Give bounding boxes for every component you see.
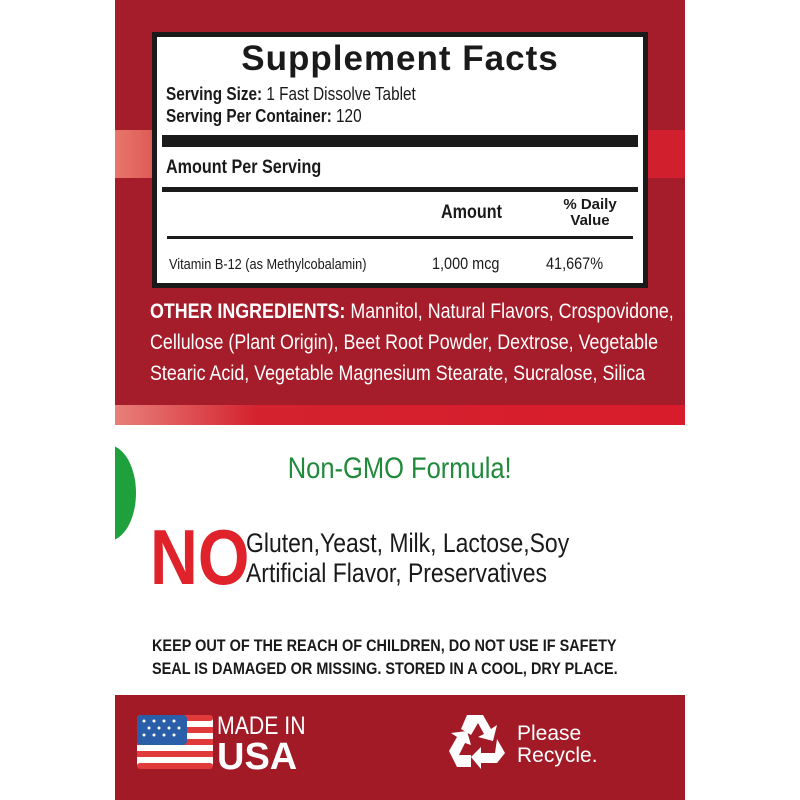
non-gmo-claim: Non-GMO Formula! [0, 452, 800, 486]
warning-text: SEAL IS DAMAGED OR MISSING. STORED IN A … [152, 659, 618, 678]
non-gmo-text: Non-GMO Formula! [288, 452, 512, 485]
col-daily-value: % Daily Value [555, 197, 625, 229]
warning-line: KEEP OUT OF THE REACH OF CHILDREN, DO NO… [152, 636, 699, 656]
accent-band [115, 405, 685, 425]
made-in-text: MADE IN [217, 712, 306, 740]
background [0, 430, 115, 560]
serving-size-label: Serving Size: [166, 84, 263, 104]
please-text: Please [517, 722, 582, 745]
nutrient-name: Vitamin B-12 (as Methylcobalamin) [169, 256, 401, 273]
nutrient-name-text: Vitamin B-12 (as Methylcobalamin) [169, 256, 367, 273]
col-amount-text: Amount [441, 202, 503, 223]
amount-per-serving: Amount Per Serving [166, 157, 349, 179]
warning-text: KEEP OUT OF THE REACH OF CHILDREN, DO NO… [152, 636, 617, 655]
label-footer: MADE IN USA Please Recycle. [115, 695, 685, 800]
no-text: NO [150, 513, 250, 601]
servings-per-container: Serving Per Container: 120 [166, 106, 396, 127]
serving-size-value: 1 Fast Dissolve Tablet [266, 84, 416, 104]
free-from-text: Gluten,Yeast, Milk, Lactose,Soy [246, 528, 570, 558]
recycle-text: Recycle. [517, 744, 598, 767]
nutrient-amount-text: 1,000 mcg [432, 254, 500, 273]
servings-label: Serving Per Container: [166, 106, 332, 126]
divider-thin [167, 236, 633, 239]
divider [162, 187, 638, 192]
col-dv-line1: % Daily [563, 196, 617, 213]
col-amount: Amount [441, 202, 513, 224]
ingredients-line: Mannitol, Natural Flavors, Crospovidone, [350, 300, 674, 323]
warning-line: SEAL IS DAMAGED OR MISSING. STORED IN A … [152, 659, 700, 679]
nutrient-dv: 41,667% [546, 254, 613, 274]
nutrient-dv-text: 41,667% [546, 254, 604, 273]
nutrient-amount: 1,000 mcg [432, 254, 511, 274]
recycle-icon [449, 715, 505, 769]
please-recycle: Please Recycle. [517, 723, 598, 767]
supplement-facts-panel: Supplement Facts Serving Size: 1 Fast Di… [152, 32, 648, 288]
ingredients-line: Stearic Acid, Vegetable Magnesium Steara… [150, 362, 646, 385]
usa-text: USA [217, 736, 298, 778]
divider-thick [162, 135, 638, 147]
col-dv-line2: Value [570, 212, 610, 229]
no-badge: NO [150, 518, 267, 596]
other-ingredients: OTHER INGREDIENTS: Mannitol, Natural Fla… [150, 296, 710, 389]
ingredients-label: OTHER INGREDIENTS: [150, 300, 346, 323]
serving-size: Serving Size: 1 Fast Dissolve Tablet [166, 84, 460, 105]
free-from-line: Gluten,Yeast, Milk, Lactose,Soy [246, 528, 626, 559]
label-top-panel: Supplement Facts Serving Size: 1 Fast Di… [115, 0, 685, 425]
servings-value: 120 [336, 106, 362, 126]
made-in-usa: MADE IN USA [217, 712, 321, 778]
amount-per-serving-text: Amount Per Serving [166, 157, 322, 178]
ingredients-line: Cellulose (Plant Origin), Beet Root Powd… [150, 331, 659, 354]
free-from-line: Artificial Flavor, Preservatives [246, 558, 600, 589]
usa-flag-icon [137, 715, 213, 769]
facts-title: Supplement Facts [241, 39, 559, 78]
free-from-text: Artificial Flavor, Preservatives [246, 558, 547, 588]
